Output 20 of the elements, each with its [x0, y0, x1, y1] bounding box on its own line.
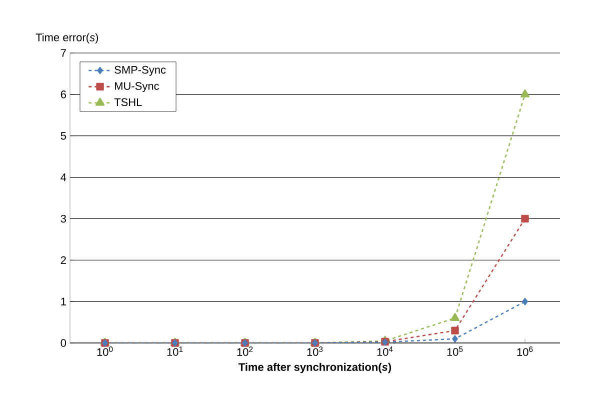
x-tick-label: 10$^{6}$	[517, 346, 533, 356]
x-tick-label: 10$^{1}$	[167, 346, 183, 356]
y-axis-title: Time error(s)	[36, 33, 98, 44]
legend-label: MU-Sync	[114, 82, 159, 92]
y-tick-label: 0	[60, 339, 66, 347]
x-tick-label: 10$^{2}$	[237, 346, 253, 356]
x-tick-label: 10$^{3}$	[307, 346, 323, 356]
y-tick-label: 6	[60, 90, 66, 98]
y-tick-label: 7	[60, 49, 66, 57]
x-tick-label: 10$^{0}$	[97, 346, 113, 356]
x-tick-label: 10$^{5}$	[447, 346, 463, 356]
x-axis-title: Time after synchronization(s)	[238, 362, 392, 374]
y-tick-label: 2	[60, 256, 66, 264]
legend-label: SMP-Sync	[114, 66, 166, 76]
x-tick-label: 10$^{4}$	[377, 346, 393, 356]
y-tick-label: 1	[61, 298, 66, 306]
legend-label: TSHL	[114, 98, 142, 106]
y-tick-label: 3	[60, 214, 66, 223]
y-tick-label: 5	[60, 132, 66, 140]
y-tick-label: 4	[60, 174, 66, 182]
